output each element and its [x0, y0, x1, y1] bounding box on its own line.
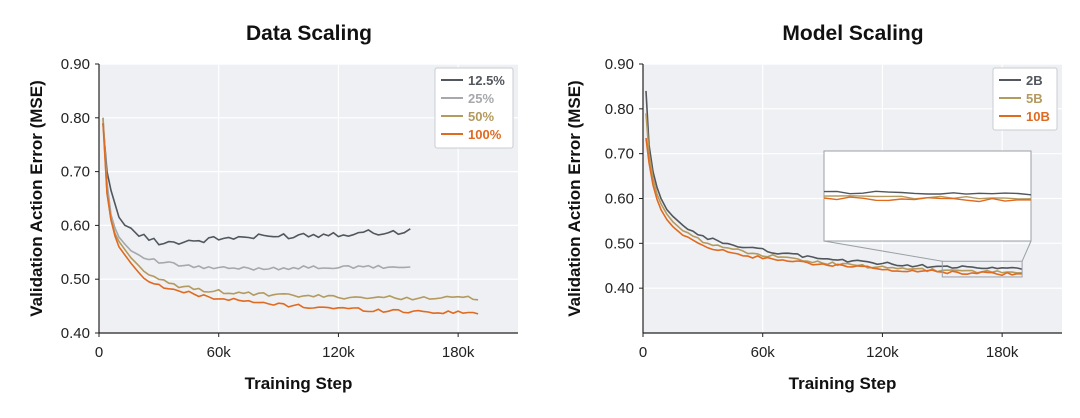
inset-connector	[823, 240, 943, 262]
chart-2: 0.40 0.50 0.60 0.70 0.80 0.90 0 60k 120k 180k Mode…	[565, 22, 1062, 393]
inset-connector	[1021, 240, 1032, 262]
legend-label: 100%	[468, 127, 502, 142]
y-tick-label: 0.90	[605, 56, 634, 73]
chart-title: Data Scaling	[246, 22, 372, 45]
y-axis-label: Validation Action Error (MSE)	[27, 80, 46, 316]
legend-label: 10B	[1026, 109, 1050, 124]
x-axis-label: Training Step	[789, 374, 897, 393]
inset-line-2B	[823, 190, 1032, 196]
y-tick-label: 0.50	[605, 235, 634, 252]
y-tick-label: 0.90	[61, 56, 90, 73]
x-tick-label: 60k	[207, 344, 232, 361]
series-line-10B	[645, 137, 1023, 277]
x-tick-label: 180k	[986, 344, 1019, 361]
x-tick-label: 0	[95, 344, 103, 361]
y-tick-label: 0.50	[61, 271, 90, 288]
y-tick-label: 0.60	[605, 191, 634, 208]
inset-source-box	[941, 260, 1023, 278]
legend-label: 2B	[1026, 73, 1043, 88]
legend-label: 5B	[1026, 91, 1043, 106]
y-tick-label: 0.60	[61, 217, 90, 234]
chart-1: 0.40 0.50 0.60 0.70 0.80 0.90 0 60k 120k 180k Data…	[27, 22, 518, 393]
y-tick-label: 0.80	[61, 110, 90, 127]
y-tick-label: 0.80	[605, 101, 634, 118]
legend-label: 50%	[468, 109, 494, 124]
series-line-12.5%	[102, 123, 411, 246]
legend: 2B 5B 10B	[992, 67, 1058, 131]
x-axis-label: Training Step	[245, 374, 353, 393]
series-line-50%	[102, 117, 479, 301]
y-tick-label: 0.70	[61, 164, 90, 181]
chart-title: Model Scaling	[782, 22, 923, 45]
series-line-2B	[645, 90, 1023, 270]
x-tick-label: 0	[639, 344, 647, 361]
series-line-100%	[102, 123, 479, 315]
x-tick-label: 180k	[442, 344, 475, 361]
y-tick-label: 0.40	[61, 325, 90, 342]
inset-line-10B	[823, 196, 1032, 203]
y-tick-label: 0.70	[605, 146, 634, 163]
y-tick-label: 0.40	[605, 280, 634, 297]
legend-label: 25%	[468, 91, 494, 106]
series-line-5B	[645, 113, 1023, 274]
x-tick-label: 120k	[866, 344, 899, 361]
x-tick-label: 60k	[751, 344, 776, 361]
legend-box	[434, 67, 514, 149]
legend-box	[992, 67, 1058, 131]
y-axis-label: Validation Action Error (MSE)	[565, 80, 584, 316]
x-tick-label: 120k	[322, 344, 355, 361]
legend: 12.5% 25% 50% 100%	[434, 67, 514, 149]
legend-label: 12.5%	[468, 73, 505, 88]
series-line-25%	[102, 117, 411, 271]
